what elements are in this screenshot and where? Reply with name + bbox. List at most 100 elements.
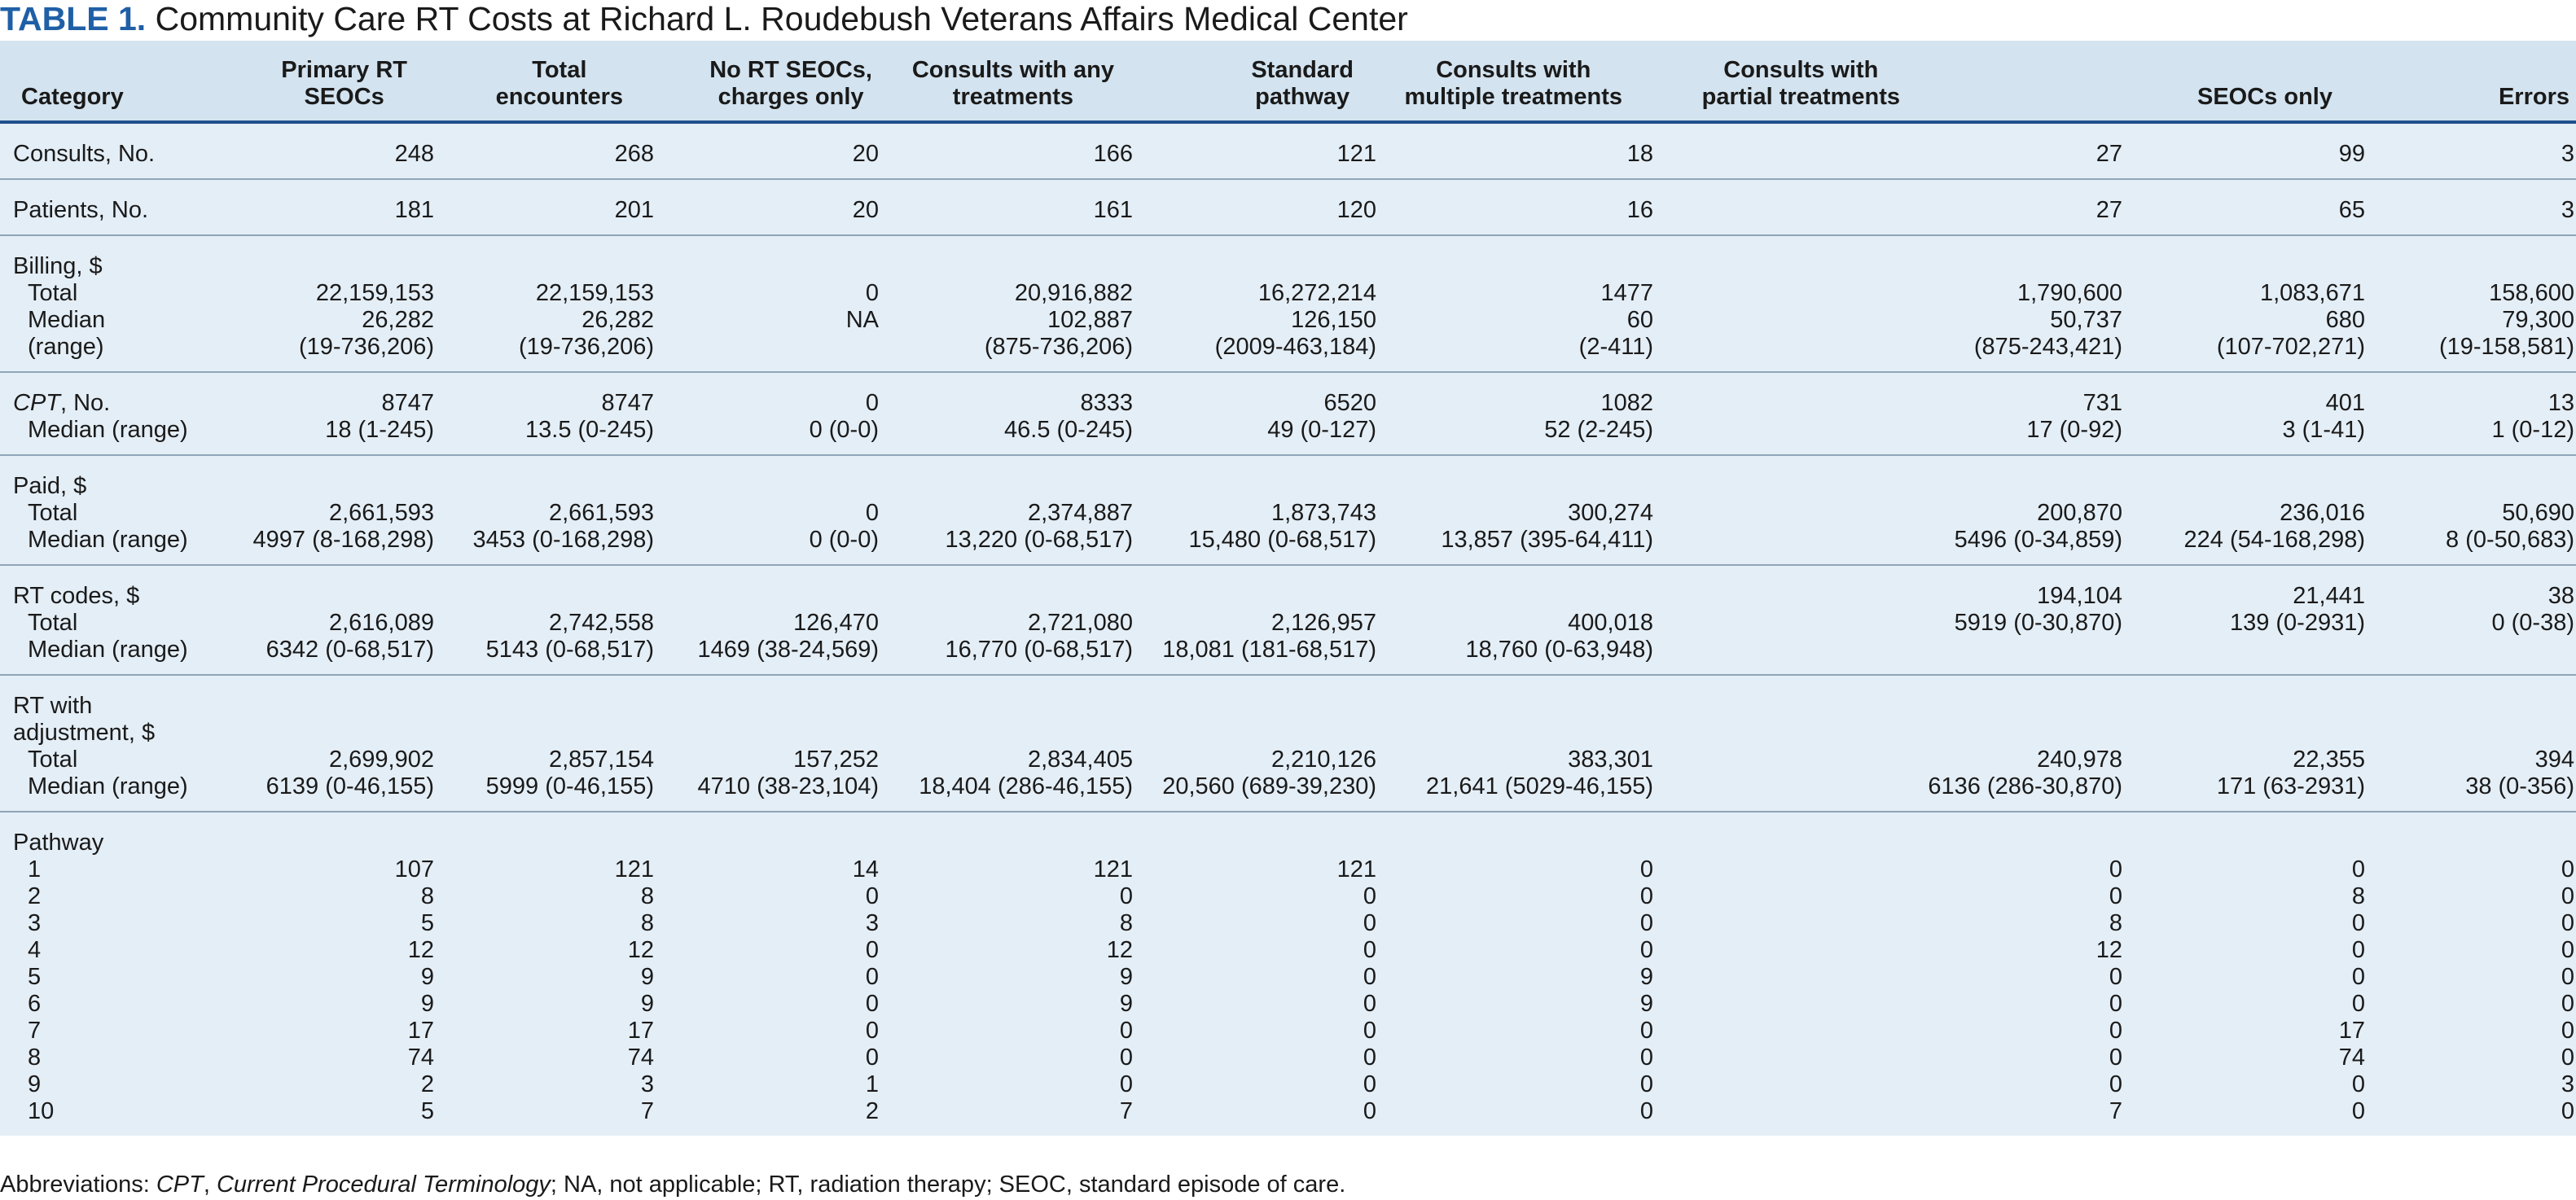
row-label: (range) [28, 334, 104, 360]
cell-consults-partial-treatments: 0 0 8 12 0 0 0 0 0 7 [1655, 812, 2124, 1136]
cell-standard-pathway: 6520 49 (0-127) [1134, 372, 1378, 456]
cell-value: 17 [2338, 1018, 2365, 1044]
cell-value: 224 (54-168,298) [2183, 527, 2366, 553]
cell-value: 161 [1093, 197, 1133, 223]
row-label: 10 [28, 1098, 55, 1124]
cell-value: 157,252 [793, 747, 879, 773]
header-line: partial treatments [1701, 84, 1900, 110]
cell-value [436, 720, 654, 747]
cell-value [1655, 473, 2122, 500]
cell-value [2124, 693, 2365, 720]
header-category: Category [0, 41, 187, 124]
cell-value: (107-702,271) [2216, 334, 2365, 360]
cell-value: 4997 (8-168,298) [252, 527, 435, 553]
cell-value: 8333 [1080, 390, 1133, 416]
cell-value [880, 720, 1133, 747]
cell-value [1655, 637, 2122, 664]
row-label: Total [28, 747, 78, 773]
cell-value: 2,126,957 [1270, 610, 1376, 636]
cell-value: 16,272,214 [1257, 280, 1376, 306]
cell-value: 8 [2109, 910, 2122, 936]
cell-consults-multiple-treatments: 300,274 13,857 (395-64,411) [1378, 455, 1655, 566]
cell-value [2124, 637, 2365, 664]
table-row: Consults, No. 248 268 20 166 121 18 27 99 3 [0, 122, 2576, 180]
cell-value: 2,374,887 [1027, 500, 1133, 526]
cell-value: 0 [2351, 1098, 2365, 1124]
table-row: Paid, $ Total Median (range) 2,661,593 4997 … [0, 455, 2576, 566]
cell-total-encounters: 22,159,153 26,282 (19-736,206) [436, 235, 656, 373]
cell-value: 171 (63-2931) [2216, 773, 2365, 799]
row-label: 7 [28, 1018, 42, 1044]
cell-value: 8 [640, 910, 654, 936]
cell-seocs-only: 236,016 224 (54-168,298) [2124, 455, 2367, 566]
cell-value: 3 [2561, 141, 2574, 167]
cell-standard-pathway: 121 [1134, 122, 1378, 180]
cell-value: 8 [1119, 910, 1133, 936]
cell-value: 5143 (0-68,517) [485, 637, 654, 663]
cell-value: 0 [1119, 1018, 1133, 1044]
cell-value [187, 830, 434, 856]
row-label: 3 [28, 910, 42, 936]
cell-value: 0 [2561, 964, 2574, 990]
row-label-cell: Billing, $ Total Median (range) [0, 235, 187, 373]
header-text: SEOCs only [2197, 84, 2332, 111]
cell-value [436, 693, 654, 720]
cell-value: 9 [1639, 964, 1653, 990]
cell-value [880, 830, 1133, 856]
cell-primary-rt-seocs: 22,159,153 26,282 (19-736,206) [187, 235, 436, 373]
header-errors: Errors [2367, 41, 2576, 124]
cell-value: 121 [1336, 856, 1376, 882]
cell-value: 0 [865, 1018, 879, 1044]
cell-consults-partial-treatments: 1,790,600 50,737 (875-243,421) [1655, 235, 2124, 373]
cell-no-rt-seocs: 14 0 3 0 0 0 0 0 1 2 [656, 812, 880, 1136]
header-line: Primary RT [281, 57, 407, 83]
cell-value: (875-736,206) [984, 334, 1133, 360]
cell-value: 0 [2109, 1018, 2122, 1044]
cell-value: 74 [627, 1045, 654, 1071]
cell-value: 0 [1119, 1045, 1133, 1071]
row-label-cell: Paid, $ Total Median (range) [0, 455, 188, 566]
cell-value: 5 [420, 1098, 434, 1124]
cell-value: 9 [1639, 991, 1653, 1017]
cell-value [656, 830, 879, 856]
cell-value: 0 (0-0) [809, 527, 879, 553]
cell-value: 0 [1639, 1098, 1653, 1124]
cell-seocs-only: 22,355 171 (63-2931) [2124, 675, 2367, 812]
row-label: Total [28, 500, 78, 526]
header-seocs-only: SEOCs only [2124, 41, 2367, 124]
header-line: SEOCs [304, 84, 384, 110]
cell-value: 14 [852, 856, 879, 882]
cell-value: 5 [420, 910, 434, 936]
cell-value: 201 [614, 197, 654, 223]
table-container: Category Primary RT SEOCs Total encounters No… [0, 41, 2576, 1136]
cell-value: 6139 (0-46,155) [265, 773, 434, 799]
header-line: Errors [2498, 84, 2569, 110]
cell-value: 12 [407, 937, 434, 963]
cell-errors: 3 [2367, 122, 2576, 180]
cell-value: 2,661,593 [548, 500, 654, 526]
cell-value: 22,355 [2293, 747, 2365, 773]
cell-value: 12 [627, 937, 654, 963]
cell-no-rt-seocs: 20 [656, 122, 880, 180]
cell-value: 21,641 (5029-46,155) [1426, 773, 1653, 799]
cell-value: 383,301 [1568, 747, 1653, 773]
row-label: CPT, No. [13, 390, 187, 417]
cell-consults-multiple-treatments: 400,018 18,760 (0-63,948) [1378, 565, 1655, 676]
cell-total-encounters: 2,661,593 3453 (0-168,298) [436, 455, 656, 566]
cell-value [187, 693, 434, 720]
header-text: Consults with multiple treatments [1405, 57, 1623, 111]
cell-primary-rt-seocs: 8747 18 (1-245) [187, 372, 436, 456]
cell-value: 2,721,080 [1027, 610, 1133, 636]
cell-no-rt-seocs: 0 NA [656, 235, 880, 373]
header-line: Category [21, 84, 124, 110]
cell-value [1378, 720, 1653, 747]
cell-value: 0 [865, 390, 879, 416]
cell-value: 2,699,902 [328, 747, 434, 773]
cell-value: 1,873,743 [1270, 500, 1376, 526]
cell-consults-partial-treatments: 194,104 5919 (0-30,870) [1655, 565, 2124, 676]
cell-value: 2,616,089 [328, 610, 434, 636]
cell-consults-multiple-treatments: 16 [1378, 179, 1655, 236]
cell-value [2124, 473, 2365, 500]
cell-value [436, 253, 654, 280]
cell-value: 20,560 (689-39,230) [1162, 773, 1376, 799]
